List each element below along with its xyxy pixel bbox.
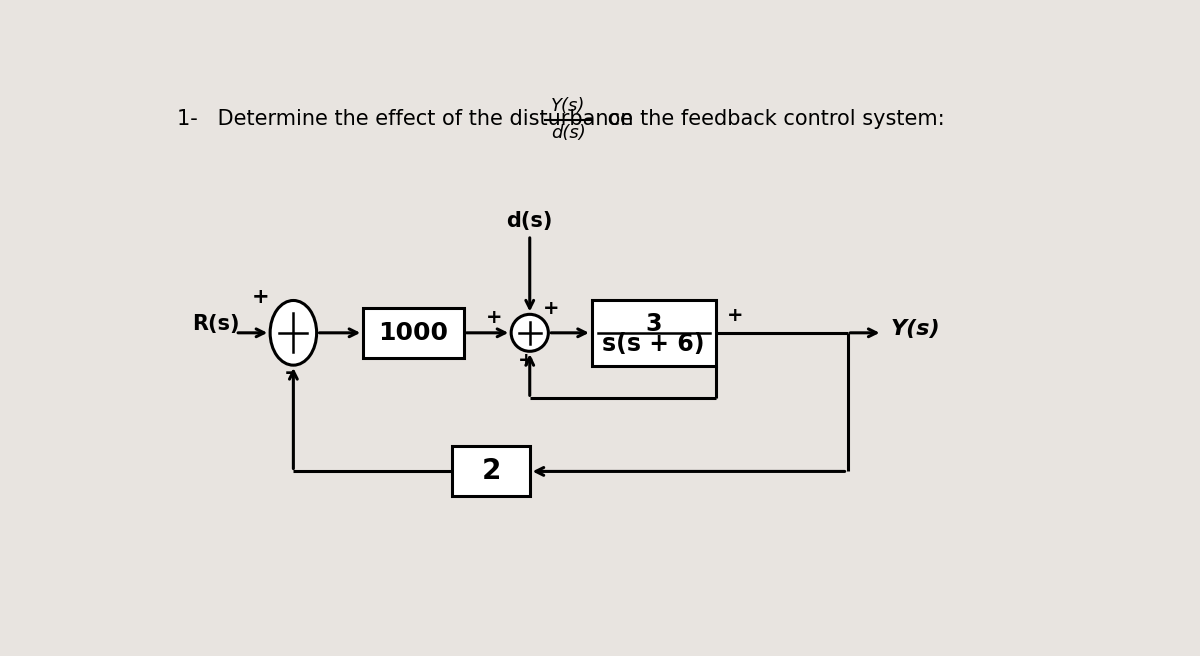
Text: 3: 3 [646,312,662,336]
Text: +: + [727,306,743,325]
Text: 1-   Determine the effect of the disturbance: 1- Determine the effect of the disturban… [178,109,634,129]
Bar [452,446,529,497]
Text: R(s): R(s) [193,314,240,334]
Text: 1000: 1000 [378,321,449,345]
Text: d(s): d(s) [551,123,586,142]
Text: +: + [517,351,534,370]
Text: +: + [544,298,559,318]
Text: +: + [486,308,503,327]
Ellipse shape [270,300,317,365]
Text: Y(s): Y(s) [890,319,940,339]
Bar [592,300,715,365]
Text: Y(s): Y(s) [551,98,586,115]
Text: on the feedback control system:: on the feedback control system: [601,109,944,129]
Text: +: + [252,287,270,306]
Circle shape [511,314,548,352]
Text: d(s): d(s) [506,211,553,231]
Bar [364,308,464,358]
Text: s(s + 6): s(s + 6) [602,331,706,356]
Text: -: - [284,363,294,383]
Text: 2: 2 [481,457,500,485]
